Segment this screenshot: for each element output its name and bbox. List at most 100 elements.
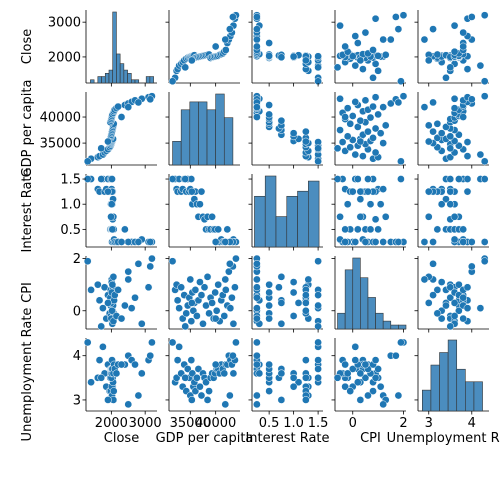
scatter-point-4-3-3 <box>351 342 360 351</box>
x-axis-title-0: Close <box>104 431 139 446</box>
scatter-point-1-3-4 <box>371 148 380 157</box>
y-tick-label-4-0: 3 <box>73 393 81 408</box>
scatter-point-3-4-47 <box>424 299 433 307</box>
scatter-point-1-3-48 <box>397 157 405 166</box>
scatter-point-3-0-37 <box>124 267 133 276</box>
scatter-point-4-0-3 <box>99 342 107 351</box>
scatter-point-2-3-18 <box>376 200 385 209</box>
scatter-point-1-2-26 <box>277 116 286 125</box>
scatter-point-1-3-23 <box>381 121 390 130</box>
scatter-point-3-0-2 <box>95 296 104 305</box>
scatter-point-1-2-49 <box>253 113 261 121</box>
hist-bar-3-3 <box>360 277 369 330</box>
hist-bar-4-6 <box>473 381 483 412</box>
hist-bar-3-0 <box>337 312 346 330</box>
scatter-point-3-2-30 <box>265 280 273 289</box>
scatter-point-4-3-26 <box>356 369 365 378</box>
hist-bar-2-2 <box>275 216 288 248</box>
scatter-point-2-4-23 <box>424 212 433 221</box>
scatter-point-3-4-22 <box>442 301 450 310</box>
scatter-point-0-1-44 <box>226 25 234 33</box>
y-tick-label-0-0: 2000 <box>48 50 81 65</box>
scatter-point-4-2-2 <box>302 356 310 364</box>
scatter-point-3-2-8 <box>314 301 322 310</box>
scatter-point-1-3-35 <box>369 102 377 111</box>
scatter-point-4-2-45 <box>253 400 261 409</box>
scatter-point-0-3-35 <box>369 46 377 54</box>
scatter-point-4-2-14 <box>294 378 303 387</box>
hist-bar-1-1 <box>180 109 191 166</box>
scatter-point-4-0-24 <box>109 387 118 395</box>
y-axis-title-1: GDP per capita <box>20 80 35 178</box>
scatter-point-3-4-21 <box>446 283 455 292</box>
scatter-point-3-1-19 <box>197 291 206 299</box>
scatter-point-2-3-48 <box>397 175 405 183</box>
scatter-point-4-3-29 <box>348 365 357 373</box>
scatter-point-1-2-36 <box>265 101 273 109</box>
hist-bar-4-0 <box>422 389 432 412</box>
hist-bar-1-2 <box>189 101 199 166</box>
hist-bar-2-0 <box>254 195 266 248</box>
scatter-point-1-2-18 <box>289 129 298 138</box>
scatter-point-1-3-19 <box>364 127 372 136</box>
scatter-point-2-3-27 <box>341 225 349 234</box>
scatter-point-3-0-45 <box>124 275 133 284</box>
scatter-point-0-3-48 <box>397 77 405 86</box>
scatter-point-2-3-30 <box>374 225 382 234</box>
y-axis-title-0: Close <box>20 29 35 64</box>
scatter-point-2-4-14 <box>442 195 450 204</box>
scatter-point-0-2-43 <box>253 13 261 21</box>
scatter-point-4-2-47 <box>302 396 310 404</box>
scatter-point-2-0-11 <box>108 175 116 183</box>
hist-bar-3-2 <box>352 257 361 330</box>
scatter-point-3-2-19 <box>302 291 310 299</box>
scatter-point-2-3-6 <box>364 175 372 183</box>
scatter-point-0-3-30 <box>374 52 382 60</box>
scatter-point-2-1-47 <box>187 187 196 196</box>
scatter-point-0-4-0 <box>442 73 450 82</box>
scatter-point-3-4-41 <box>463 283 472 292</box>
scatter-point-2-1-45 <box>221 238 230 246</box>
scatter-point-3-0-46 <box>97 322 106 331</box>
scatter-point-3-1-44 <box>226 259 234 268</box>
scatter-point-1-4-19 <box>429 127 437 136</box>
scatter-point-1-4-49 <box>459 113 468 121</box>
scatter-point-2-3-26 <box>356 212 365 221</box>
x-tick-label-2-0: 0.5 <box>259 416 280 431</box>
scatter-point-3-2-26 <box>277 299 286 307</box>
scatter-point-3-1-49 <box>211 314 220 323</box>
scatter-point-0-2-36 <box>265 39 273 47</box>
hist-bar-0-0 <box>90 79 95 84</box>
scatter-point-0-3-2 <box>359 65 367 73</box>
scatter-point-0-3-42 <box>399 11 408 20</box>
scatter-point-3-2-45 <box>253 275 261 284</box>
scatter-point-4-2-43 <box>253 351 261 360</box>
scatter-point-3-4-45 <box>420 275 429 284</box>
hist-bar-0-10 <box>127 73 132 84</box>
scatter-point-2-3-13 <box>348 187 357 196</box>
scatter-point-0-1-49 <box>211 42 220 51</box>
scatter-point-4-0-46 <box>97 373 106 382</box>
scatter-point-3-1-40 <box>229 319 238 328</box>
scatter-point-3-1-15 <box>191 286 200 294</box>
scatter-point-3-1-20 <box>199 319 207 328</box>
scatter-point-3-1-10 <box>186 275 195 284</box>
hist-bar-4-5 <box>465 381 475 412</box>
scatter-point-0-3-49 <box>341 42 349 51</box>
scatter-point-4-3-43 <box>392 351 400 360</box>
scatter-point-3-2-49 <box>253 314 261 323</box>
scatter-point-3-0-49 <box>117 314 126 323</box>
scatter-point-4-2-16 <box>289 373 298 382</box>
scatter-point-1-3-30 <box>374 110 382 119</box>
scatter-point-3-1-7 <box>182 309 191 318</box>
hist-bar-0-5 <box>108 69 114 84</box>
scatter-point-3-1-28 <box>211 288 219 297</box>
hist-bar-0-9 <box>123 69 128 84</box>
scatter-point-3-1-45 <box>221 275 230 284</box>
hist-bar-1-5 <box>215 93 225 166</box>
scatter-point-2-3-47 <box>356 187 365 196</box>
scatter-point-3-2-39 <box>253 293 261 302</box>
scatter-point-1-4-42 <box>480 92 489 101</box>
scatter-point-3-2-21 <box>275 283 283 292</box>
